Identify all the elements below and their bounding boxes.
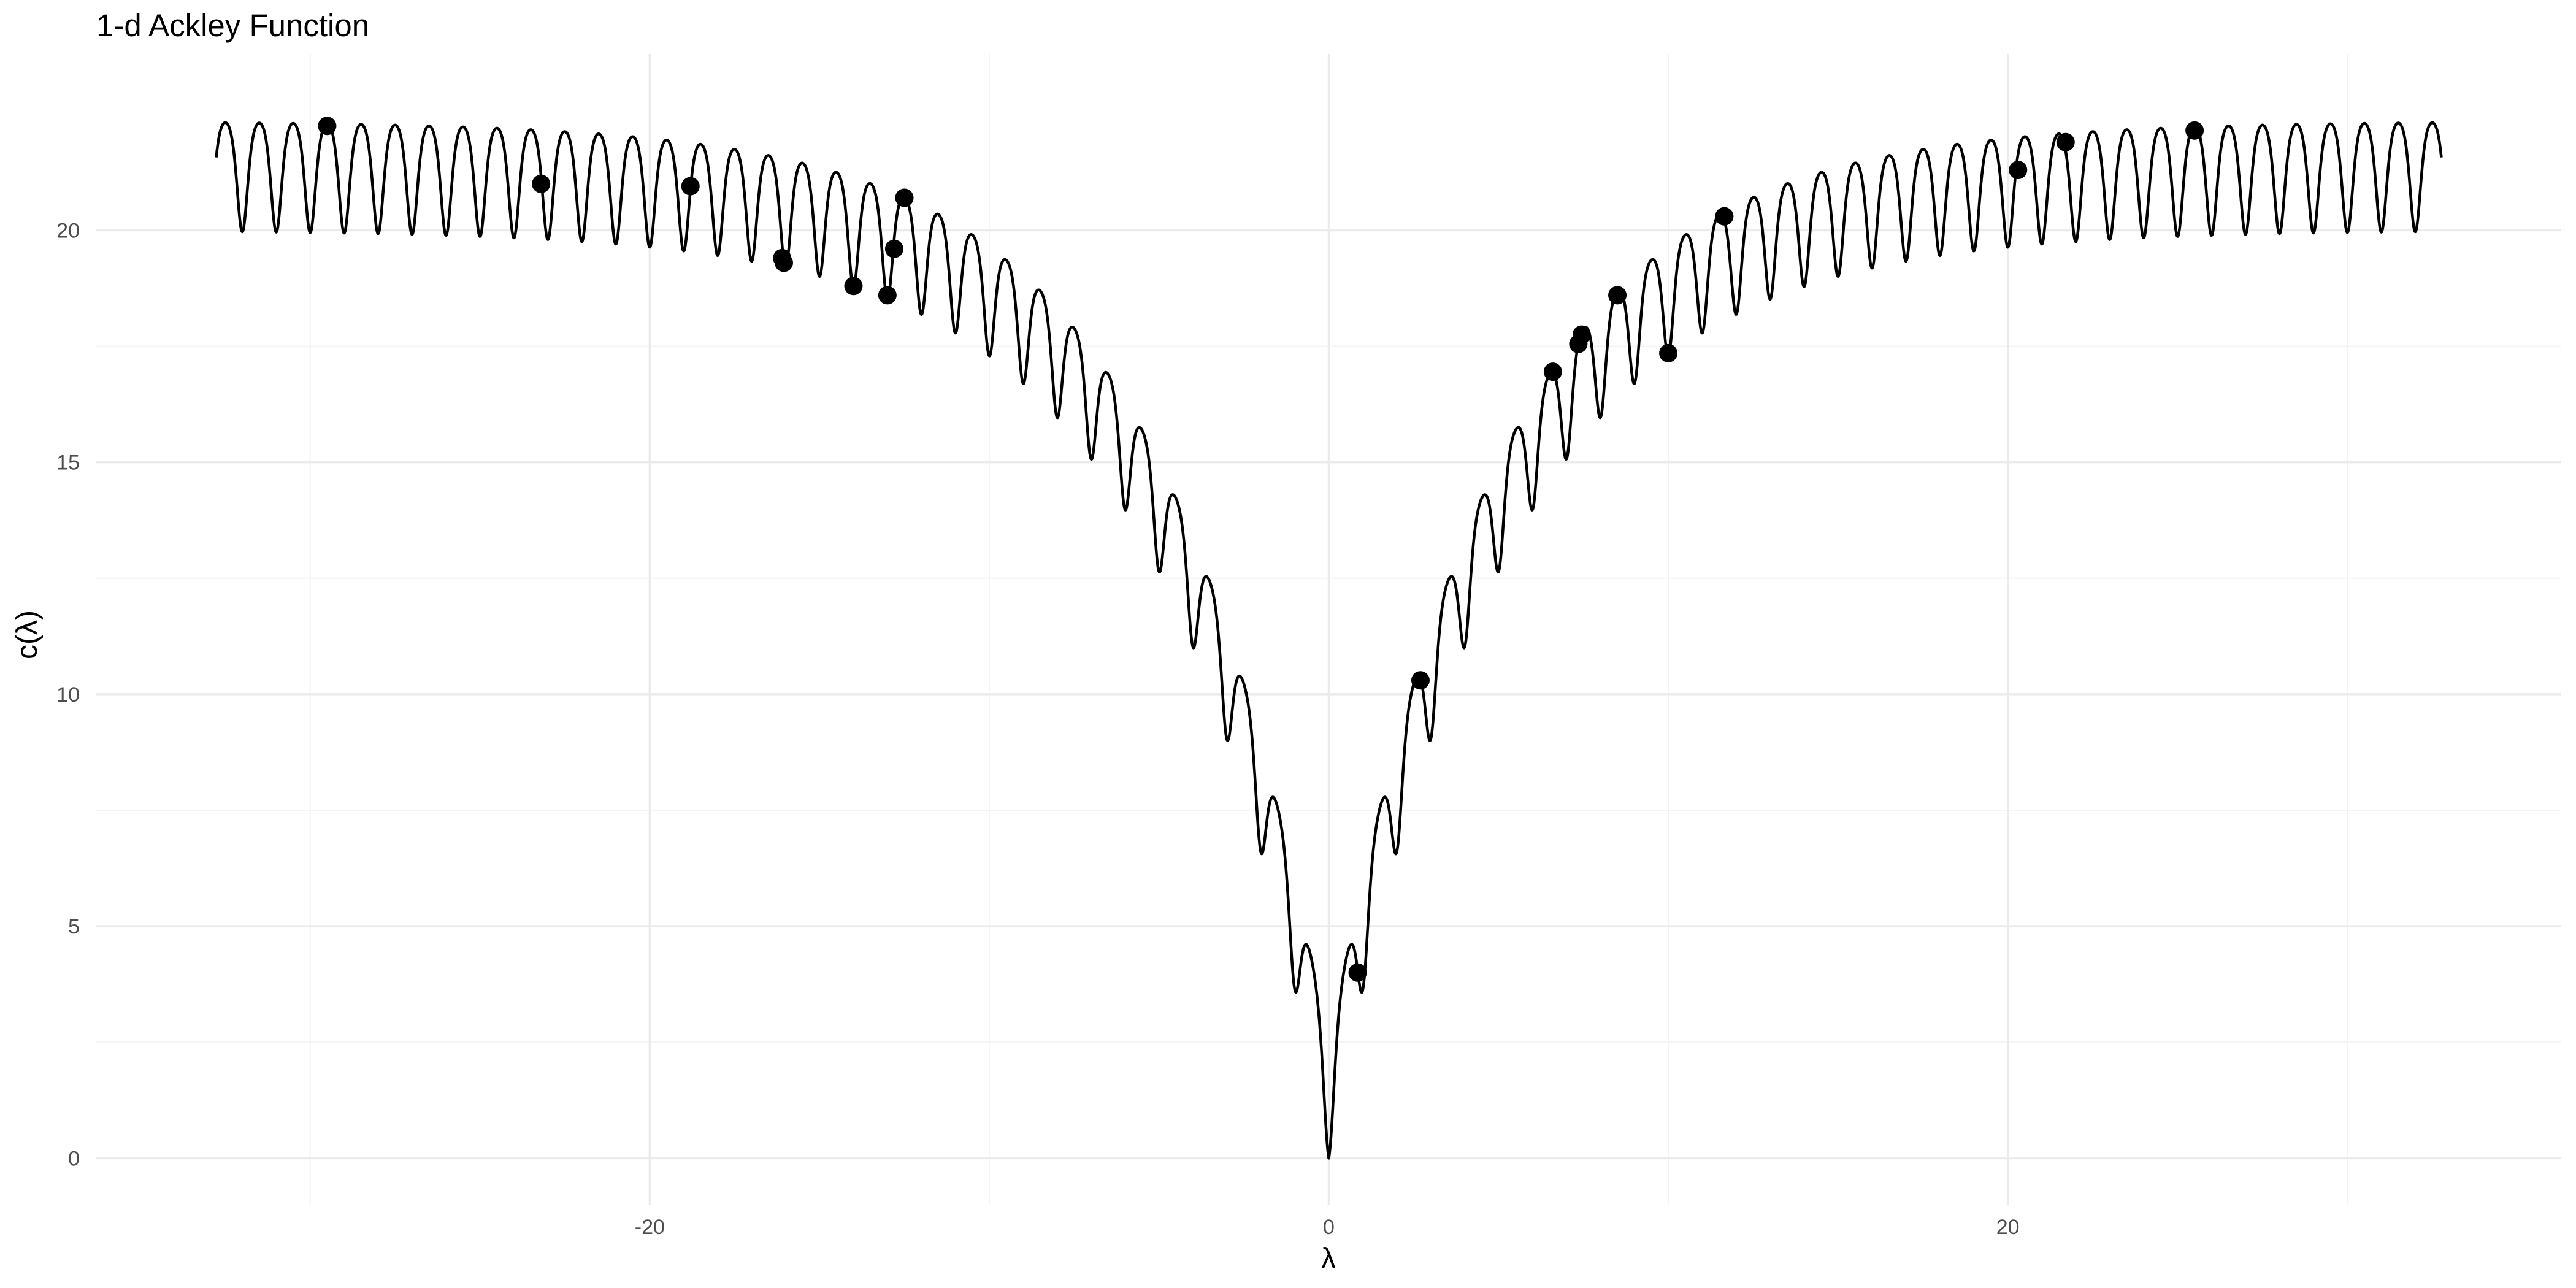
y-tick-labels: 0 5 10 15 20 bbox=[56, 219, 80, 1170]
sample-point bbox=[1572, 325, 1591, 344]
sample-point bbox=[681, 177, 700, 196]
sample-point bbox=[884, 239, 903, 258]
sample-point bbox=[775, 253, 794, 272]
sample-point bbox=[2009, 161, 2028, 180]
y-axis-title: c(λ) bbox=[11, 610, 44, 659]
sample-point bbox=[878, 286, 897, 305]
grid bbox=[96, 54, 2561, 1205]
sample-point bbox=[844, 277, 863, 296]
sample-points bbox=[318, 117, 2204, 982]
sample-point bbox=[1659, 343, 1678, 362]
sample-point bbox=[1411, 671, 1430, 690]
y-tick-label: 10 bbox=[56, 683, 80, 707]
sample-point bbox=[318, 117, 337, 136]
chart-title: 1-d Ackley Function bbox=[96, 8, 369, 43]
x-axis-title: λ bbox=[1321, 1243, 1336, 1275]
sample-point bbox=[895, 188, 914, 207]
sample-point bbox=[1348, 963, 1367, 982]
ackley-curve bbox=[215, 121, 2443, 1160]
x-tick-label: 0 bbox=[1323, 1216, 1335, 1239]
y-tick-label: 5 bbox=[68, 915, 80, 938]
y-tick-label: 20 bbox=[56, 219, 80, 242]
sample-point bbox=[2056, 132, 2075, 151]
sample-point bbox=[2185, 121, 2204, 140]
sample-point bbox=[1543, 362, 1562, 381]
x-tick-label: -20 bbox=[635, 1216, 665, 1239]
y-tick-label: 15 bbox=[56, 451, 80, 475]
y-tick-label: 0 bbox=[68, 1147, 80, 1170]
sample-point bbox=[1715, 207, 1734, 226]
x-tick-labels: -20 0 20 bbox=[635, 1216, 2020, 1239]
sample-point bbox=[532, 174, 551, 193]
x-tick-label: 20 bbox=[1996, 1216, 2020, 1239]
sample-point bbox=[1608, 286, 1627, 305]
